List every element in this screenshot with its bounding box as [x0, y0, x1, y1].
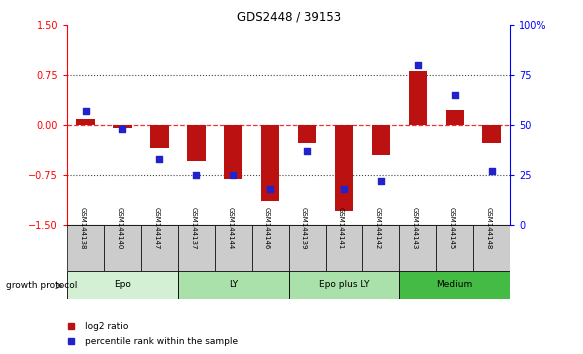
Bar — [224, 125, 243, 179]
Text: log2 ratio: log2 ratio — [85, 322, 128, 331]
Bar — [104, 225, 141, 271]
Text: LY: LY — [229, 280, 238, 290]
Point — [487, 168, 496, 173]
Text: percentile rank within the sample: percentile rank within the sample — [85, 337, 238, 346]
Bar — [409, 72, 427, 125]
Text: GSM144146: GSM144146 — [264, 207, 270, 250]
Point — [265, 186, 275, 192]
Text: GSM144147: GSM144147 — [153, 207, 159, 250]
Bar — [445, 110, 464, 125]
Text: Epo: Epo — [114, 280, 131, 290]
Text: GSM144141: GSM144141 — [338, 207, 344, 250]
Text: growth protocol: growth protocol — [6, 281, 77, 290]
Text: Epo plus LY: Epo plus LY — [319, 280, 369, 290]
Point — [118, 126, 127, 132]
Point — [192, 172, 201, 178]
Text: GSM144139: GSM144139 — [301, 207, 307, 250]
Bar — [399, 271, 510, 299]
Bar — [363, 225, 399, 271]
Bar — [76, 119, 94, 125]
Bar — [178, 225, 215, 271]
Text: GSM144144: GSM144144 — [227, 207, 233, 250]
Bar — [473, 225, 510, 271]
Point — [376, 178, 385, 184]
Bar — [252, 225, 289, 271]
Bar — [187, 125, 205, 161]
Bar — [215, 225, 252, 271]
Text: GSM144148: GSM144148 — [486, 207, 491, 250]
Text: GSM144142: GSM144142 — [375, 207, 381, 250]
Text: GSM144140: GSM144140 — [117, 207, 122, 250]
Bar — [325, 225, 363, 271]
Bar — [289, 271, 399, 299]
Text: Medium: Medium — [437, 280, 473, 290]
Bar — [178, 271, 289, 299]
Point — [339, 186, 349, 192]
Text: GSM144145: GSM144145 — [449, 207, 455, 250]
Point — [81, 108, 90, 114]
Bar — [141, 225, 178, 271]
Title: GDS2448 / 39153: GDS2448 / 39153 — [237, 11, 340, 24]
Bar — [483, 125, 501, 143]
Bar — [372, 125, 390, 155]
Bar — [67, 271, 178, 299]
Point — [154, 156, 164, 162]
Bar — [67, 225, 104, 271]
Bar — [335, 125, 353, 211]
Bar — [150, 125, 168, 148]
Point — [303, 148, 312, 154]
Text: GSM144137: GSM144137 — [190, 207, 196, 250]
Bar — [113, 125, 132, 128]
Bar — [399, 225, 436, 271]
Text: GSM144138: GSM144138 — [79, 207, 86, 250]
Point — [229, 172, 238, 178]
Text: GSM144143: GSM144143 — [412, 207, 418, 250]
Bar — [436, 225, 473, 271]
Point — [450, 92, 459, 98]
Point — [413, 62, 423, 68]
Bar — [298, 125, 316, 143]
Bar — [289, 225, 325, 271]
Bar — [261, 125, 279, 201]
